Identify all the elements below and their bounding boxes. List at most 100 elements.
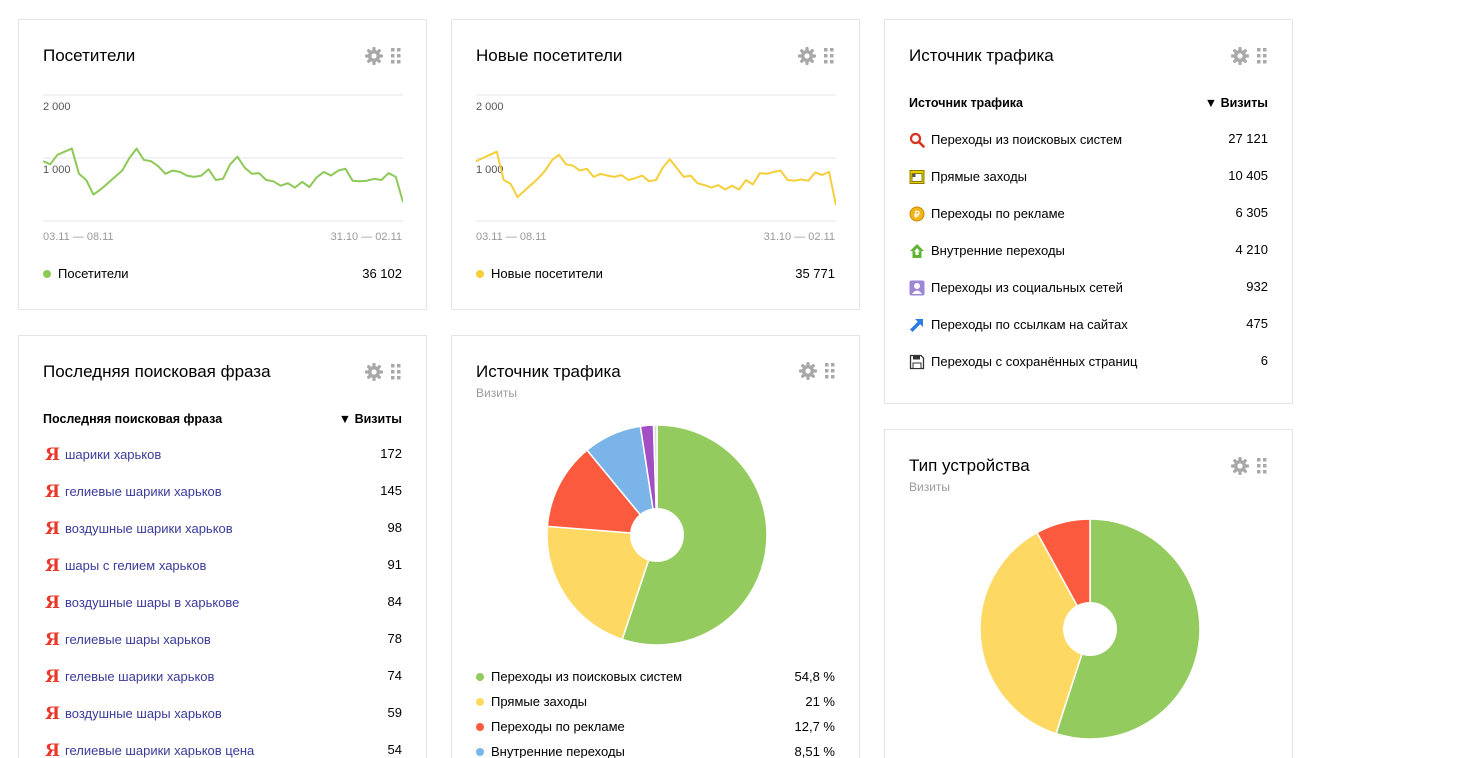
legend-label: Переходы по рекламе [491,719,625,734]
legend-dot [476,269,484,278]
y-tick-label: 2 000 [476,101,504,113]
row-label[interactable]: гелиевые шарики харьков цена [65,743,255,758]
pie-slice[interactable] [546,449,659,536]
row-label[interactable]: гелиевые шары харьков [65,632,211,647]
widget-tools-overlay [451,335,860,395]
widget-traffic-source-table: Источник трафика Источник трафика ▼ Визи… [884,19,1293,404]
table-header: Источник трафика ▼ Визиты [909,96,1268,114]
yandex-icon: Я [45,445,60,465]
row-value: 10 405 [1228,168,1268,183]
widget-title: Последняя поисковая фраза [43,362,271,381]
column-header-label: Последняя поисковая фраза [43,412,223,426]
widget-title: Источник трафика [476,362,621,381]
row-value: 932 [1246,279,1268,294]
row-label[interactable]: воздушные шары в харькове [65,595,240,610]
drag-handle-icon[interactable] [1256,457,1268,475]
row-label[interactable]: шарики харьков [65,447,162,462]
legend-total: 35 771 [795,266,835,281]
row-label: Внутренние переходы [931,243,1065,258]
widget-device-type: Тип устройства Визиты [884,429,1293,758]
legend-value: 54,8 % [794,669,835,684]
gear-icon[interactable] [1230,456,1250,476]
legend-dot [476,672,484,681]
pie-legend-row: Переходы по рекламе 12,7 % [476,719,835,737]
widget-tools [798,361,836,381]
row-label[interactable]: шары с гелием харьков [65,558,207,573]
gear-icon[interactable] [798,361,818,381]
range-start-label: 03.11 — 08.11 [43,231,114,243]
table-row[interactable]: Переходы по ссылкам на сайтах 475 [909,315,1268,335]
pie-slice[interactable] [1035,518,1091,630]
legend-row: Посетители 36 102 [43,266,402,284]
column-header-visits[interactable]: ▼ Визиты [338,412,402,426]
new-visitors-line-chart: 2 000 1 000 [476,94,836,222]
row-label[interactable]: гелиевые шарики харьков [65,484,222,499]
gear-icon[interactable] [1230,46,1250,66]
row-label[interactable]: воздушные шарики харьков [65,521,233,536]
pie-legend-row: Переходы из поисковых систем 54,8 % [476,669,835,687]
table-row[interactable]: ₽ Переходы по рекламе 6 305 [909,204,1268,224]
row-label[interactable]: воздушные шары харьков [65,706,222,721]
legend-label: Прямые заходы [491,694,588,709]
row-value: 54 [387,742,402,757]
yandex-icon: Я [45,556,60,576]
drag-handle-icon[interactable] [1256,47,1268,65]
legend-dot [476,697,484,706]
widget-title: Новые посетители [476,46,623,65]
row-value: 172 [380,446,402,461]
yandex-icon: Я [45,593,60,613]
legend-label: Посетители [58,266,129,281]
range-start-label: 03.11 — 08.11 [476,231,547,243]
legend-label: Новые посетители [491,266,603,281]
legend-value: 12,7 % [794,719,835,734]
table-row[interactable]: Переходы из поисковых систем 27 121 [909,130,1268,150]
drag-handle-icon[interactable] [390,47,402,65]
yandex-icon: Я [45,741,60,758]
widget-visitors: Посетители 2 000 1 000 03.11 — 08.11 31.… [18,19,427,310]
pie-slice[interactable] [652,424,658,536]
legend-dot [476,722,484,731]
drag-handle-icon[interactable] [390,363,402,381]
widget-traffic-source-pie: Источник трафика Визиты Переходы из поис… [451,335,860,758]
gear-icon[interactable] [364,362,384,382]
row-label[interactable]: гелевые шарики харьков [65,669,215,684]
floppy-icon [909,354,925,370]
pie-slice[interactable] [546,525,659,641]
gear-icon[interactable] [797,46,817,66]
table-row[interactable]: Переходы с сохранённых страниц 6 [909,352,1268,372]
row-label: Переходы по рекламе [931,206,1065,221]
row-label: Переходы из поисковых систем [931,132,1123,147]
widget-tools [1230,46,1268,66]
table-row[interactable]: Переходы из социальных сетей 932 [909,278,1268,298]
svg-text:₽: ₽ [914,210,920,220]
yandex-icon: Я [45,704,60,724]
column-header-label: Источник трафика [909,96,1023,110]
pie-center-hole [630,508,684,562]
widget-title: Посетители [43,46,136,65]
pie-slice[interactable] [1055,518,1201,740]
widget-title: Источник трафика [909,46,1054,65]
table-row[interactable]: Внутренние переходы 4 210 [909,241,1268,261]
table-row[interactable]: Прямые заходы 10 405 [909,167,1268,187]
pie-slice[interactable] [621,424,768,646]
gear-icon[interactable] [364,46,384,66]
drag-handle-icon[interactable] [823,47,835,65]
drag-handle-icon[interactable] [824,362,836,380]
pie-slice[interactable] [979,531,1091,735]
row-value: 27 121 [1228,131,1268,146]
column-header-visits[interactable]: ▼ Визиты [1204,96,1268,110]
legend-dot [476,747,484,756]
series-line [476,150,836,206]
row-label: Переходы с сохранённых страниц [931,354,1138,369]
row-value: 145 [380,483,402,498]
y-tick-label: 1 000 [43,164,71,176]
